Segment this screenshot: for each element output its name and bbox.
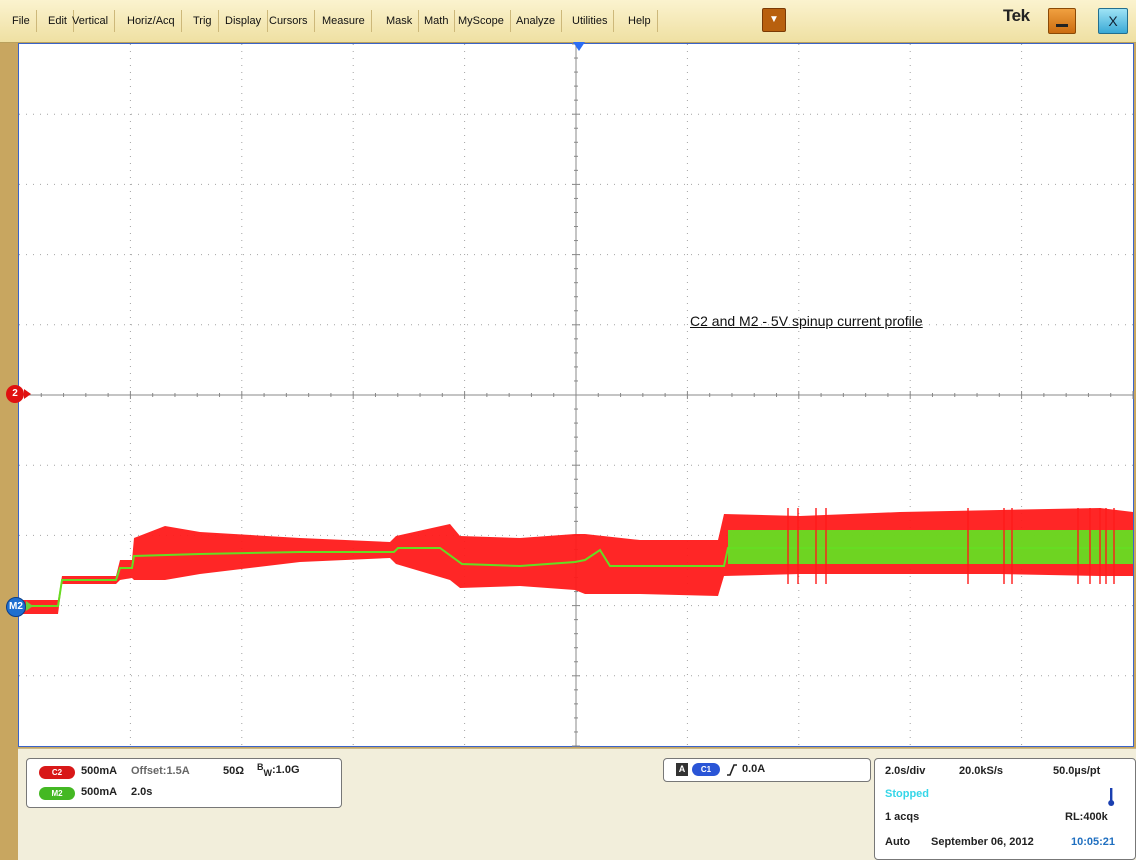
trigger-level: 0.0A [742, 763, 766, 775]
c2-offset: Offset:1.5A [131, 765, 190, 777]
resolution: 50.0µs/pt [1053, 765, 1101, 777]
readout-panel: C2 500mA Offset:1.5A 50Ω BW:1.0G M2 500m… [18, 748, 1136, 860]
trigger-position-marker[interactable] [573, 42, 585, 51]
menu-item-display[interactable]: Display [219, 10, 269, 32]
m2-scale: 500mA [81, 786, 118, 798]
acquisition-date: September 06, 2012 [931, 836, 1034, 848]
menu-item-cursors[interactable]: Cursors [263, 10, 315, 32]
horizontal-scale: 2.0s/div [885, 765, 926, 777]
trigger-readout[interactable]: A C1 0.0A [663, 758, 871, 782]
c2-scale: 500mA [81, 765, 118, 777]
menu-item-myscope[interactable]: MyScope [452, 10, 511, 32]
bw-sub: W [263, 768, 273, 778]
menu-item-help[interactable]: Help [622, 10, 658, 32]
chevron-down-icon[interactable]: ▼ [762, 8, 786, 32]
m2-badge[interactable]: M2 [39, 787, 75, 800]
acquisition-state: Stopped [885, 788, 929, 800]
menu-item-math[interactable]: Math [418, 10, 456, 32]
menu-item-file[interactable]: File [6, 10, 37, 32]
screen-annotation: C2 and M2 - 5V spinup current profile [690, 313, 923, 329]
trigger-mode-badge: A [676, 763, 688, 776]
sample-rate: 20.0kS/s [959, 765, 1004, 777]
c2-impedance: 50Ω [223, 765, 245, 777]
menu-bar: File Edit Vertical Horiz/Acq Trig Display Curs… [0, 0, 1136, 43]
acquisition-time: 10:05:21 [1071, 836, 1116, 848]
m2-time: 2.0s [131, 786, 153, 798]
channel-readout[interactable]: C2 500mA Offset:1.5A 50Ω BW:1.0G M2 500m… [26, 758, 342, 808]
menu-item-mask[interactable]: Mask [380, 10, 420, 32]
record-length: RL:400k [1065, 811, 1108, 823]
c2-badge[interactable]: C2 [39, 766, 75, 779]
menu-item-trig[interactable]: Trig [187, 10, 219, 32]
bw-value: :1.0G [272, 764, 300, 776]
math-2-marker[interactable]: M2 [6, 597, 26, 617]
trigger-source-badge: C1 [692, 763, 720, 776]
brand-logo: Tek [1003, 6, 1030, 25]
menu-item-edit[interactable]: Edit [42, 10, 74, 32]
channel-2-marker[interactable]: 2 [6, 385, 24, 403]
minimize-icon [1056, 24, 1068, 27]
menu-item-horiz-acq[interactable]: Horiz/Acq [121, 10, 182, 32]
c2-bandwidth: BW:1.0G [257, 762, 300, 778]
menu-item-measure[interactable]: Measure [316, 10, 372, 32]
timebase-readout[interactable]: 2.0s/div 20.0kS/s 50.0µs/pt Stopped 1 ac… [874, 758, 1136, 860]
minimize-button[interactable] [1048, 8, 1076, 34]
rising-edge-icon [727, 764, 737, 776]
acquisition-count: 1 acqs [885, 811, 920, 823]
channel-2-arrow-icon [24, 389, 31, 399]
math-2-arrow-icon [26, 601, 33, 611]
close-button[interactable]: X [1098, 8, 1128, 34]
menu-item-utilities[interactable]: Utilities [566, 10, 615, 32]
menu-item-analyze[interactable]: Analyze [510, 10, 563, 32]
m2-mean-trace [20, 547, 1133, 607]
bw-prefix: B [257, 762, 264, 772]
menu-item-vertical[interactable]: Vertical [66, 10, 116, 32]
trigger-mode: Auto [885, 836, 911, 848]
thermometer-icon [1108, 788, 1115, 806]
